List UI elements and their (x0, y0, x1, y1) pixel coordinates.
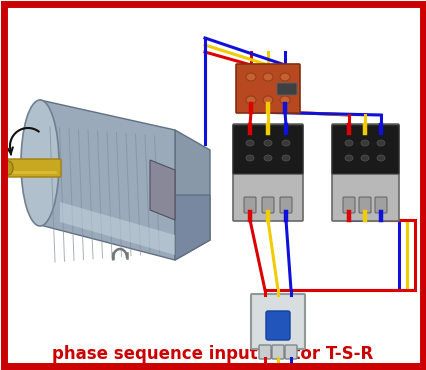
Ellipse shape (376, 140, 384, 146)
FancyBboxPatch shape (243, 197, 256, 213)
Ellipse shape (245, 96, 256, 104)
FancyBboxPatch shape (250, 294, 304, 349)
FancyBboxPatch shape (236, 64, 299, 113)
FancyBboxPatch shape (7, 159, 61, 177)
Ellipse shape (279, 73, 289, 81)
FancyBboxPatch shape (276, 83, 296, 95)
FancyBboxPatch shape (358, 197, 370, 213)
Ellipse shape (376, 155, 384, 161)
Ellipse shape (360, 140, 368, 146)
FancyBboxPatch shape (265, 311, 289, 340)
FancyBboxPatch shape (331, 125, 398, 174)
FancyBboxPatch shape (233, 124, 302, 221)
Ellipse shape (262, 73, 272, 81)
FancyBboxPatch shape (271, 345, 283, 359)
FancyBboxPatch shape (374, 197, 386, 213)
Polygon shape (60, 202, 175, 255)
FancyBboxPatch shape (284, 345, 296, 359)
Ellipse shape (3, 161, 13, 175)
Ellipse shape (281, 155, 289, 161)
Polygon shape (175, 195, 210, 260)
FancyBboxPatch shape (342, 197, 354, 213)
Ellipse shape (262, 96, 272, 104)
Ellipse shape (360, 155, 368, 161)
Polygon shape (175, 130, 210, 260)
FancyBboxPatch shape (262, 197, 273, 213)
FancyBboxPatch shape (279, 197, 291, 213)
FancyBboxPatch shape (233, 125, 302, 174)
Ellipse shape (279, 96, 289, 104)
Ellipse shape (263, 155, 271, 161)
Ellipse shape (245, 73, 256, 81)
Polygon shape (40, 100, 175, 260)
Ellipse shape (344, 140, 352, 146)
Ellipse shape (281, 140, 289, 146)
Ellipse shape (245, 155, 253, 161)
Ellipse shape (245, 140, 253, 146)
Text: phase sequence input motor T-S-R: phase sequence input motor T-S-R (52, 345, 373, 363)
Ellipse shape (21, 100, 59, 226)
FancyBboxPatch shape (331, 124, 398, 221)
Ellipse shape (263, 140, 271, 146)
FancyBboxPatch shape (259, 345, 271, 359)
Ellipse shape (344, 155, 352, 161)
Polygon shape (150, 160, 175, 220)
